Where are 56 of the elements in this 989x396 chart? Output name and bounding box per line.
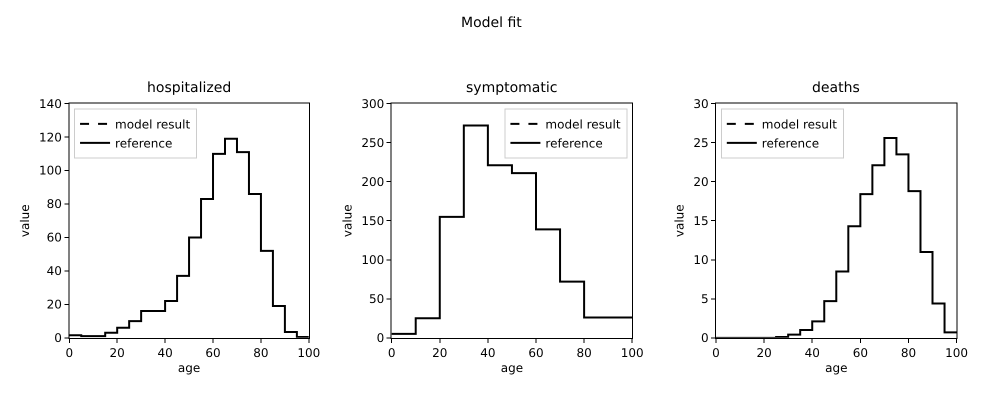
y-tick-label: 80 (46, 197, 62, 212)
chart-title: deaths (812, 80, 860, 96)
y-tick-label: 200 (361, 174, 384, 189)
x-tick-label: 80 (576, 346, 592, 360)
x-tick-label: 40 (157, 346, 173, 360)
chart-title: symptomatic (466, 80, 558, 96)
y-tick-label: 5 (700, 292, 709, 306)
legend-label: reference (545, 136, 603, 151)
y-axis-title: value (340, 204, 355, 238)
y-tick-label: 60 (46, 230, 62, 245)
y-tick-label: 20 (693, 174, 709, 189)
x-tick-label: 80 (900, 346, 916, 360)
y-tick-label: 15 (693, 214, 709, 228)
y-tick-label: 140 (38, 96, 62, 111)
y-tick-label: 250 (361, 136, 384, 150)
x-tick-label: 100 (945, 346, 968, 360)
chart-title: hospitalized (147, 80, 232, 96)
legend-label: model result (762, 118, 838, 132)
legend-label: reference (115, 136, 172, 151)
y-tick-label: 0 (376, 331, 384, 346)
y-tick-label: 300 (361, 96, 384, 111)
x-tick-label: 80 (253, 346, 269, 360)
y-tick-label: 150 (361, 214, 384, 228)
y-tick-label: 100 (38, 164, 62, 178)
x-tick-label: 60 (205, 346, 221, 360)
x-tick-label: 0 (712, 346, 720, 360)
x-tick-label: 20 (756, 346, 772, 360)
y-axis-title: value (672, 204, 687, 238)
legend-label: model result (545, 118, 621, 132)
x-tick-label: 0 (388, 346, 396, 360)
x-tick-label: 20 (432, 346, 448, 360)
y-tick-label: 100 (361, 252, 384, 267)
x-tick-label: 60 (852, 346, 868, 360)
x-tick-label: 40 (480, 346, 496, 360)
x-tick-label: 40 (804, 346, 820, 360)
x-axis-title: age (500, 361, 524, 376)
x-axis-title: age (825, 361, 848, 376)
y-tick-label: 120 (38, 130, 62, 144)
text: Model fit (461, 15, 522, 31)
x-tick-label: 20 (110, 346, 125, 360)
y-tick-label: 0 (700, 331, 709, 346)
y-axis-title: value (18, 204, 32, 238)
y-tick-label: 10 (693, 252, 709, 267)
x-tick-label: 0 (65, 346, 74, 360)
x-tick-label: 100 (297, 346, 320, 360)
y-tick-label: 40 (46, 264, 62, 278)
x-axis-title: age (178, 361, 200, 376)
x-tick-label: 100 (620, 346, 644, 360)
y-tick-label: 50 (368, 292, 384, 306)
x-tick-label: 60 (528, 346, 544, 360)
y-tick-label: 30 (693, 96, 709, 111)
y-tick-label: 25 (693, 136, 709, 150)
legend-label: reference (762, 136, 820, 151)
y-tick-label: 0 (54, 331, 62, 346)
y-tick-label: 20 (46, 298, 62, 312)
legend-label: model result (115, 118, 190, 132)
